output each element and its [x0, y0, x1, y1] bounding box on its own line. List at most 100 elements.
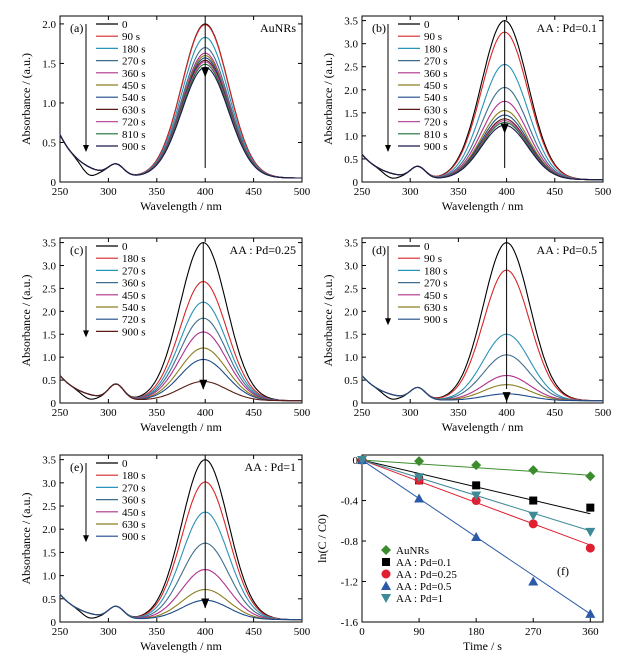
spectrum-line-6	[59, 593, 302, 621]
legend-label: 450 s	[424, 290, 448, 302]
legend-label: 900 s	[424, 314, 448, 326]
x-axis-label: Wavelength / nm	[140, 420, 222, 434]
legend-label: 720 s	[122, 117, 146, 129]
marker-triangle	[585, 608, 596, 618]
x-tick-label: 450	[245, 407, 262, 419]
panel-letter: (a)	[70, 21, 83, 35]
panel-c: 250 300 350 400 450 500 0 0.5 1.0 1.5 2.0 2.5 3.0 3.5…	[19, 237, 311, 434]
y-tick-label: 0.5	[42, 375, 56, 387]
y-tick-label: 1.0	[42, 98, 56, 110]
legend-label: AA : Pd=0.1	[396, 557, 451, 569]
legend-label: 270 s	[122, 482, 146, 494]
y-axis-label: ln(C / C0)	[315, 514, 329, 563]
legend-label: AuNRs	[396, 545, 429, 557]
legend-label: 540 s	[122, 302, 146, 314]
x-tick-label: 400	[197, 626, 214, 638]
x-axis-label: Wavelength / nm	[140, 199, 222, 213]
marker-diamond	[471, 460, 482, 471]
x-axis-label: Time / s	[463, 639, 502, 653]
y-tick-label: 3.0	[42, 478, 56, 490]
marker-triangle-down	[585, 527, 596, 537]
y-tick-label: 2.0	[42, 19, 56, 31]
x-tick-label: 350	[450, 407, 467, 419]
marker-square	[529, 496, 538, 505]
spectrum-line-0	[59, 242, 302, 402]
plot-frame	[59, 15, 303, 183]
spectrum-line-0	[361, 20, 603, 181]
y-tick-label: 0.5	[344, 154, 358, 166]
legend-label: 630 s	[424, 104, 448, 116]
y-tick-label: 0	[353, 177, 359, 189]
peak-arrow-head	[500, 123, 509, 134]
legend-label: 270 s	[122, 56, 146, 68]
legend-arrow-head	[83, 330, 89, 338]
legend-label: 180 s	[122, 43, 146, 55]
panel-f: 0 90 180 270 360 0 -0.4 -0.8 -1.2 -1.6 Time / s ln(…	[315, 454, 604, 653]
legend-label: 180 s	[122, 470, 146, 482]
legend-label: 360 s	[122, 68, 146, 80]
y-tick-label: 1.5	[42, 329, 56, 341]
panel-title: AuNRs	[260, 21, 296, 35]
legend-label: 720 s	[424, 117, 448, 129]
x-tick-label: 400	[498, 407, 515, 419]
panel-letter: (b)	[372, 21, 386, 35]
legend-label: 720 s	[122, 314, 146, 326]
x-tick-label: 250	[52, 186, 69, 198]
legend-label: 630 s	[122, 104, 146, 116]
y-tick-label: 3.5	[42, 455, 56, 467]
legend-label: 900 s	[424, 141, 448, 153]
legend-label: 360 s	[122, 278, 146, 290]
legend-arrow-head	[385, 145, 391, 152]
x-tick-label: 350	[149, 186, 166, 198]
kinetic-series-4	[357, 456, 596, 537]
legend-arrow-head	[83, 145, 89, 152]
spectrum-line-6	[59, 358, 302, 402]
marker-diamond	[381, 545, 391, 555]
spectrum-line-8	[59, 61, 302, 179]
panel-e: 250 300 350 400 450 500 0 0.5 1.0 1.5 2.0 2.5 3.0 3.5…	[19, 454, 311, 653]
legend-label: 270 s	[122, 265, 146, 277]
legend-label: 360 s	[122, 495, 146, 507]
marker-triangle	[414, 493, 425, 503]
y-tick-label: -1.2	[341, 577, 358, 589]
spectrum-line-5	[59, 54, 302, 179]
x-tick-label: 180	[468, 626, 485, 638]
marker-triangle	[528, 576, 539, 586]
x-tick-label: 0	[359, 626, 365, 638]
spectrum-line-10	[59, 66, 302, 179]
plot-frame	[361, 15, 604, 183]
y-tick-label: 2.0	[344, 85, 358, 97]
spectrum-line-7	[59, 375, 302, 402]
plot-frame	[361, 454, 604, 623]
y-tick-label: 2.5	[344, 62, 358, 74]
spectrum-line-0	[361, 242, 603, 402]
x-tick-label: 270	[525, 626, 542, 638]
x-tick-label: 90	[414, 626, 426, 638]
x-tick-label: 250	[52, 407, 69, 419]
y-tick-label: 3.0	[42, 261, 56, 273]
marker-diamond	[585, 471, 596, 482]
peak-arrow-head	[201, 598, 210, 609]
spectrum-line-0	[59, 459, 303, 621]
x-tick-label: 300	[100, 626, 117, 638]
y-tick-label: -0.4	[341, 496, 359, 508]
marker-square	[382, 558, 390, 566]
marker-circle	[381, 569, 391, 579]
y-tick-label: 0.5	[42, 137, 56, 149]
legend-label: 90 s	[424, 31, 442, 43]
y-axis-label: Absorbance / (a.u.)	[19, 53, 33, 145]
legend-label: 360 s	[424, 68, 448, 80]
panel-letter: (c)	[70, 243, 83, 257]
y-tick-label: 3.5	[42, 238, 56, 250]
marker-circle	[471, 496, 481, 506]
y-axis-label: Absorbance / (a.u.)	[321, 275, 335, 367]
y-tick-label: 3.0	[344, 39, 358, 51]
panel-letter: (e)	[70, 460, 83, 474]
panel-a: 250 300 350 400 450 500 0 0.5 1.0 1.5 2.0 Wavelengt…	[19, 15, 311, 213]
marker-diamond	[414, 456, 425, 467]
legend-arrow-head	[385, 318, 391, 326]
